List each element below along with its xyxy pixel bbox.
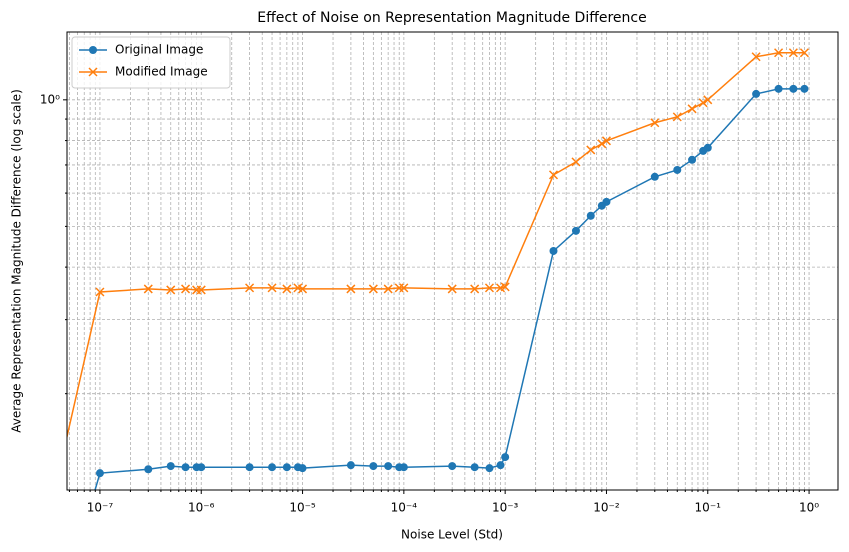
marker-x: [650, 118, 660, 128]
grid: [67, 32, 838, 490]
marker-x: [447, 284, 457, 294]
legend-label: Original Image: [115, 43, 203, 57]
marker-x: [267, 283, 277, 293]
y-axis-label: Average Representation Magnitude Differe…: [10, 89, 24, 433]
legend-box: [71, 36, 231, 89]
marker-circle: [369, 462, 378, 471]
marker-x: [698, 98, 708, 108]
x-tick-label: 10⁰: [799, 501, 819, 515]
marker-x: [687, 104, 697, 114]
marker-circle: [571, 226, 580, 235]
marker-circle: [789, 84, 798, 93]
marker-x: [245, 283, 255, 293]
marker-x: [166, 285, 176, 295]
marker-x: [143, 284, 153, 294]
series-line: [94, 88, 805, 490]
plot-area: [67, 48, 809, 490]
marker-circle: [673, 165, 682, 174]
marker-x: [597, 139, 607, 149]
x-tick-label: 10⁻¹: [695, 501, 722, 515]
marker-circle: [268, 463, 277, 472]
marker-x: [95, 287, 105, 297]
marker-circle: [496, 461, 505, 470]
marker-x: [571, 157, 581, 167]
marker-circle: [181, 463, 190, 472]
x-tick-label: 10⁻⁴: [391, 501, 418, 515]
marker-circle: [774, 84, 783, 93]
marker-x: [672, 112, 682, 122]
marker-x: [548, 170, 559, 180]
x-tick-label: 10⁻⁵: [289, 501, 316, 515]
marker-x: [368, 284, 378, 294]
x-tick-label: 10⁻⁷: [87, 501, 114, 515]
x-axis-label: Noise Level (Std): [401, 528, 503, 542]
y-tick-label: 10⁰: [40, 92, 60, 106]
marker-x: [601, 136, 611, 146]
x-tick-label: 10⁻³: [492, 501, 519, 515]
ticks: 10⁻⁷ 10⁻⁶ 10⁻⁵ 10⁻⁴ 10⁻³ 10⁻² 10⁻¹ 10⁰ 10⁰: [40, 92, 819, 514]
marker-circle: [144, 465, 153, 474]
marker-x: [751, 52, 761, 62]
marker-circle: [95, 469, 104, 478]
legend: Original Image Modified Image: [71, 36, 231, 89]
marker-circle: [298, 464, 307, 473]
marker-x: [399, 283, 409, 293]
marker-circle: [485, 464, 494, 473]
marker-x: [703, 95, 713, 105]
marker-circle: [346, 461, 355, 470]
marker-circle: [166, 462, 175, 471]
marker-circle: [752, 89, 761, 98]
marker-circle: [470, 463, 479, 472]
marker-circle: [650, 172, 659, 181]
marker-circle: [399, 463, 408, 472]
marker-circle: [384, 462, 393, 471]
marker-circle: [586, 211, 595, 220]
marker-x: [774, 48, 784, 58]
marker-x: [383, 284, 393, 294]
x-tick-label: 10⁻⁶: [188, 501, 215, 515]
series-line: [67, 52, 805, 440]
marker-circle: [602, 197, 611, 206]
marker-x: [298, 284, 308, 294]
marker-circle: [282, 463, 291, 472]
marker-x: [799, 48, 809, 58]
marker-x: [500, 282, 510, 292]
marker-x: [196, 285, 206, 295]
marker-circle: [703, 143, 712, 152]
marker-x: [586, 145, 596, 155]
marker-circle: [688, 155, 697, 164]
marker-x: [282, 284, 292, 294]
marker-circle: [197, 463, 206, 472]
marker-x: [484, 283, 494, 293]
marker-circle: [800, 84, 809, 93]
marker-circle: [549, 246, 558, 255]
chart-title: Effect of Noise on Representation Magnit…: [257, 10, 646, 26]
marker-circle: [89, 46, 97, 54]
x-tick-label: 10⁻²: [593, 501, 620, 515]
marker-circle: [245, 463, 254, 472]
marker-x: [346, 284, 356, 294]
marker-x: [181, 284, 191, 294]
marker-x: [88, 67, 98, 77]
marker-circle: [501, 453, 510, 462]
marker-x: [470, 284, 480, 294]
axes-frame: [66, 31, 839, 491]
legend-label: Modified Image: [115, 65, 208, 79]
marker-x: [788, 48, 798, 58]
marker-circle: [448, 462, 457, 471]
